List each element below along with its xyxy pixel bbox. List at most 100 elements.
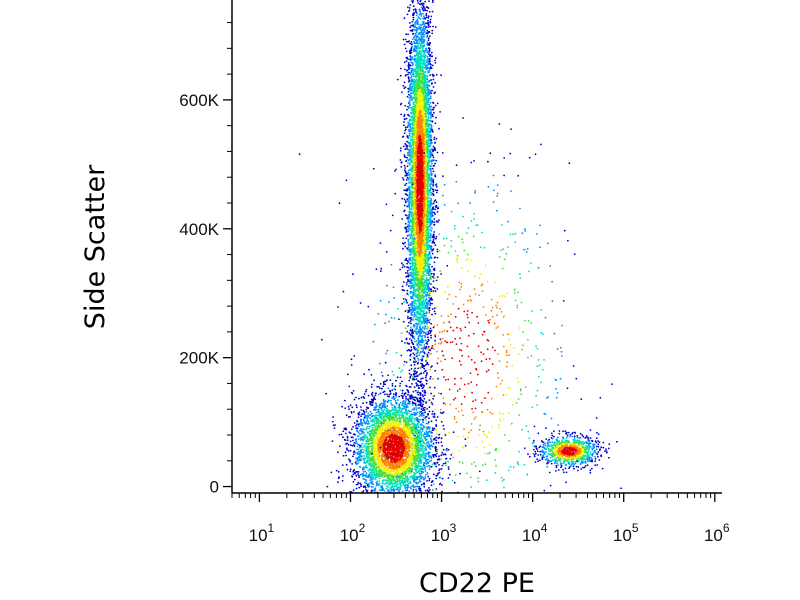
data-point — [434, 244, 437, 247]
data-point — [432, 280, 435, 282]
data-point — [427, 264, 430, 267]
data-point — [403, 124, 405, 127]
data-point — [431, 227, 433, 230]
data-point — [420, 34, 423, 36]
data-point — [433, 211, 436, 214]
data-point — [434, 122, 437, 125]
data-point — [408, 68, 410, 71]
data-point — [411, 58, 414, 60]
data-point — [401, 340, 403, 343]
data-point — [431, 10, 434, 13]
data-point — [428, 281, 431, 284]
data-point — [428, 35, 431, 38]
data-point — [433, 233, 435, 236]
data-point — [407, 240, 410, 242]
data-point — [416, 114, 419, 117]
data-point — [418, 354, 421, 357]
data-point — [446, 264, 449, 267]
data-point — [432, 156, 435, 159]
data-point — [404, 201, 407, 204]
data-point — [417, 16, 420, 18]
data-point — [411, 190, 413, 193]
data-point — [410, 307, 413, 309]
data-point — [420, 188, 422, 191]
data-point — [407, 169, 410, 172]
data-point — [408, 248, 411, 251]
data-point — [408, 342, 411, 345]
data-point — [428, 213, 430, 215]
data-point — [433, 261, 436, 264]
data-point — [408, 97, 411, 99]
data-point — [434, 57, 437, 60]
data-point — [408, 379, 411, 382]
data-point — [416, 171, 419, 174]
data-point — [436, 250, 439, 253]
data-point — [416, 379, 419, 382]
data-point — [427, 156, 429, 158]
data-point — [412, 16, 415, 19]
data-point — [429, 290, 431, 292]
data-point — [426, 44, 429, 47]
data-point — [433, 221, 436, 224]
data-point — [406, 272, 409, 274]
data-point — [415, 168, 417, 171]
data-point — [413, 375, 416, 378]
data-point — [400, 262, 403, 265]
data-point — [403, 265, 406, 268]
data-point — [431, 55, 434, 58]
data-point — [431, 120, 434, 123]
data-point — [420, 350, 422, 353]
data-point — [417, 330, 419, 333]
data-point — [434, 91, 437, 94]
data-point — [409, 172, 412, 175]
data-point — [432, 181, 435, 184]
data-point — [413, 358, 416, 360]
data-point — [417, 338, 420, 340]
data-point — [418, 373, 421, 376]
data-point — [433, 412, 436, 415]
data-point — [430, 329, 433, 332]
data-point — [429, 155, 432, 158]
data-point — [415, 66, 418, 69]
data-point — [430, 97, 432, 100]
data-point — [415, 93, 418, 96]
data-point — [424, 59, 426, 61]
data-point — [404, 38, 407, 41]
data-point — [416, 343, 418, 346]
data-point — [436, 248, 439, 251]
data-point — [410, 76, 412, 79]
data-point — [406, 108, 408, 111]
data-point — [435, 235, 438, 238]
data-point — [403, 204, 406, 207]
data-point — [433, 111, 435, 114]
data-point — [414, 293, 417, 295]
data-point — [407, 220, 410, 222]
data-point — [409, 26, 412, 29]
data-point — [410, 368, 413, 370]
data-point — [420, 372, 422, 375]
data-point — [429, 251, 431, 254]
data-point — [408, 195, 411, 198]
data-point — [427, 17, 430, 19]
data-point — [402, 281, 405, 283]
data-point — [428, 321, 431, 324]
data-point — [439, 111, 441, 113]
data-point — [404, 156, 407, 159]
data-point — [420, 26, 422, 29]
data-point — [430, 63, 432, 66]
data-point — [415, 19, 418, 22]
data-point — [432, 115, 434, 118]
data-point — [425, 290, 427, 293]
data-point — [403, 169, 406, 172]
data-point — [428, 248, 430, 251]
data-point — [409, 52, 412, 55]
data-point — [433, 218, 436, 220]
data-point — [409, 354, 412, 357]
data-point — [408, 222, 411, 224]
data-point — [419, 18, 422, 20]
data-point — [426, 317, 429, 320]
data-point — [431, 154, 434, 157]
data-point — [425, 295, 428, 298]
data-point — [428, 176, 431, 179]
